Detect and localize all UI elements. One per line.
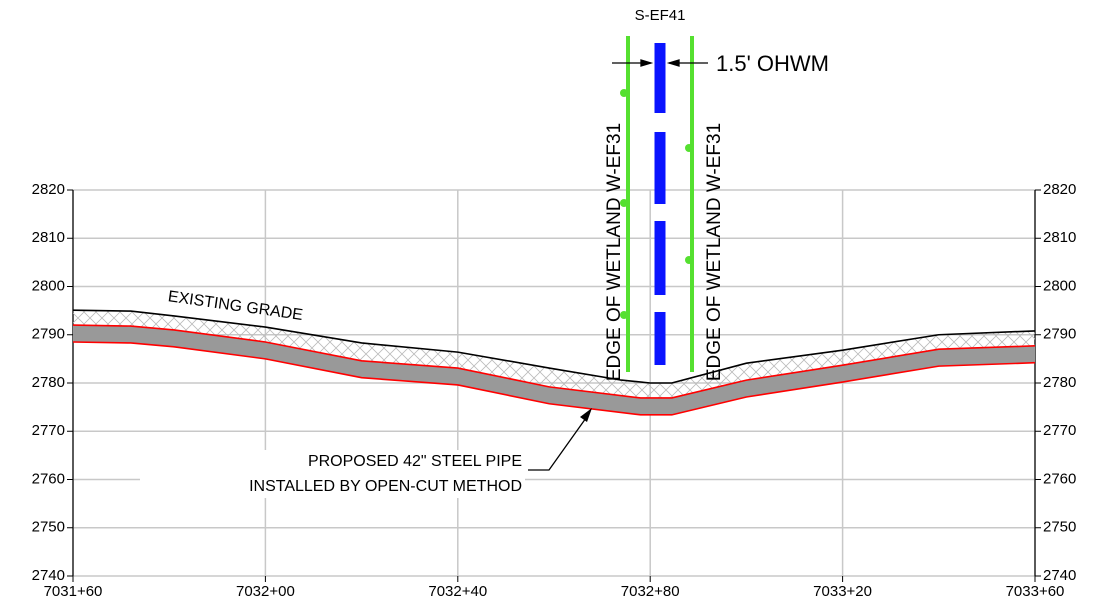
y-tick-label: 2790 (1043, 326, 1076, 343)
y-tick-label: 2750 (32, 519, 65, 536)
y-tick-label: 2760 (1043, 470, 1076, 487)
y-tick-label: 2750 (1043, 519, 1076, 536)
plot: 2740 2740 2750 2750 2760 2760 2770 2770 2780 2780… (32, 181, 1077, 600)
y-tick-label: 2740 (32, 567, 65, 584)
x-tick-label: 7032+00 (236, 583, 295, 600)
y-tick-label: 2780 (32, 374, 65, 391)
x-tick-label: 7032+40 (428, 583, 487, 600)
x-tick-label: 7033+60 (1006, 583, 1065, 600)
profile-line (72, 324, 1036, 399)
y-tick-label: 2800 (32, 277, 65, 294)
pipe-label: INSTALLED BY OPEN-CUT METHOD (249, 478, 522, 495)
cover-fill (73, 310, 1035, 398)
x-tick-label: 7031+60 (44, 583, 103, 600)
stream-label: S-EF41 (635, 7, 686, 24)
pipe-fill (73, 325, 1035, 415)
ohwm-label: 1.5' OHWM (716, 51, 829, 76)
pipe-label: PROPOSED 42" STEEL PIPE (308, 453, 522, 470)
wetland-label: EDGE OF WETLAND W-EF31 (604, 123, 625, 381)
wetland-symbols (620, 89, 693, 319)
x-tick-label: 7033+20 (813, 583, 872, 600)
leader (528, 408, 592, 471)
y-tick-label: 2820 (32, 181, 65, 198)
y-tick-label: 2820 (1043, 181, 1076, 198)
profile-line (72, 341, 1036, 416)
label-mask (140, 450, 525, 498)
wetland-label: EDGE OF WETLAND W-EF31 (704, 123, 725, 381)
profile-line (72, 309, 1036, 384)
y-tick-label: 2740 (1043, 567, 1076, 584)
y-tick-label: 2760 (32, 470, 65, 487)
y-tick-label: 2780 (1043, 374, 1076, 391)
y-tick-label: 2770 (1043, 422, 1076, 439)
y-tick-label: 2810 (32, 229, 65, 246)
y-tick-label: 2810 (1043, 229, 1076, 246)
y-tick-label: 2770 (32, 422, 65, 439)
y-tick-label: 2790 (32, 326, 65, 343)
y-tick-label: 2800 (1043, 277, 1076, 294)
x-tick-label: 7032+80 (621, 583, 680, 600)
ohwm-dimension (612, 59, 708, 67)
